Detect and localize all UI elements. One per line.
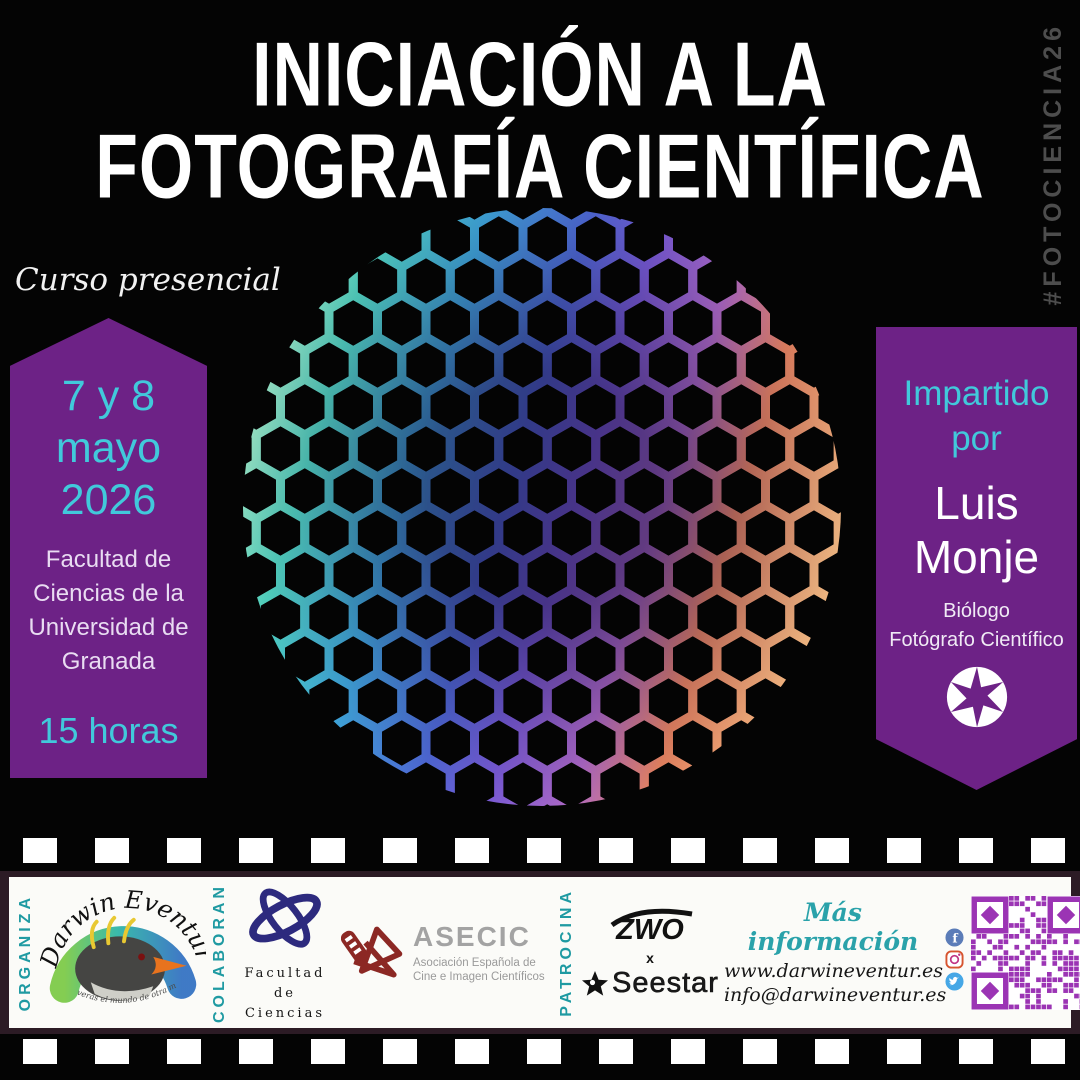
course-dates: 7 y 8 mayo 2026 <box>55 372 162 524</box>
colaboran-label: COLABORAN <box>211 882 228 1023</box>
title-line-2: FOTOGRAFÍA CIENTÍFICA <box>95 116 985 218</box>
film-perforations-bottom <box>0 1039 1080 1064</box>
website-url: www.darwineventur.es <box>723 960 944 982</box>
facultad-ciencias-logo: Facultad de Ciencias <box>234 881 336 1024</box>
poster-title: INICIACIÓN A LA FOTOGRAFÍA CIENTÍFICA <box>40 24 1040 213</box>
film-perforations-top <box>0 838 1080 863</box>
aperture-icon <box>946 666 1007 728</box>
asecic-logo: ASECIC Asociación Española de Cine e Ima… <box>341 921 553 985</box>
organiza-label: ORGANIZA <box>17 893 34 1012</box>
date-venue-panel: 7 y 8 mayo 2026 Facultad de Ciencias de … <box>10 318 207 778</box>
hashtag-label: #FOTOCIENCIA26 <box>1039 22 1067 306</box>
contact-email: info@darwineventur.es <box>723 984 947 1006</box>
course-type-label: Curso presencial <box>15 262 281 298</box>
seestar-logo: Seestar <box>581 967 719 1000</box>
sponsor-logos: ZWO x Seestar <box>581 905 719 1000</box>
sponsor-x-separator: x <box>646 950 654 966</box>
zwo-logo: ZWO <box>610 908 693 946</box>
more-info-heading: Más información <box>747 898 919 956</box>
seestar-star-icon <box>582 970 608 996</box>
honeycomb-sphere-image <box>243 208 841 806</box>
course-duration: 15 horas <box>38 710 179 751</box>
facultad-orbits-icon <box>249 888 321 948</box>
twitter-icon <box>945 972 964 991</box>
patrocina-label: PATROCINA <box>558 888 575 1017</box>
social-icons: f <box>945 928 964 991</box>
asecic-logo-text: ASECIC Asociación Española de Cine e Ima… <box>413 921 545 983</box>
facebook-icon: f <box>945 928 964 947</box>
asecic-camera-icon <box>341 926 403 978</box>
instructor-intro: Impartido por <box>903 374 1050 458</box>
svg-text:f: f <box>952 930 958 945</box>
qr-code <box>970 895 1080 1010</box>
facultad-logo-text: Facultad de Ciencias <box>244 966 326 1021</box>
darwin-eventur-logo: Darwin Eventur verás el mundo de otra ma… <box>40 882 206 1005</box>
title-line-1: INICIACIÓN A LA <box>252 24 828 126</box>
instructor-role: Biólogo Fotógrafo Científico <box>889 600 1064 651</box>
instructor-name: Luis Monje <box>913 477 1040 583</box>
course-venue: Facultad de Ciencias de la Universidad d… <box>28 546 189 675</box>
instagram-icon <box>945 950 964 969</box>
instructor-panel: Impartido por Luis Monje Biólogo Fotógra… <box>876 327 1077 790</box>
svg-text:ZWO: ZWO <box>615 914 684 946</box>
logos-banner: ORGANIZA Darwin <box>0 871 1080 1034</box>
contact-info-block: Más información www.darwineventur.es inf… <box>724 898 966 1007</box>
